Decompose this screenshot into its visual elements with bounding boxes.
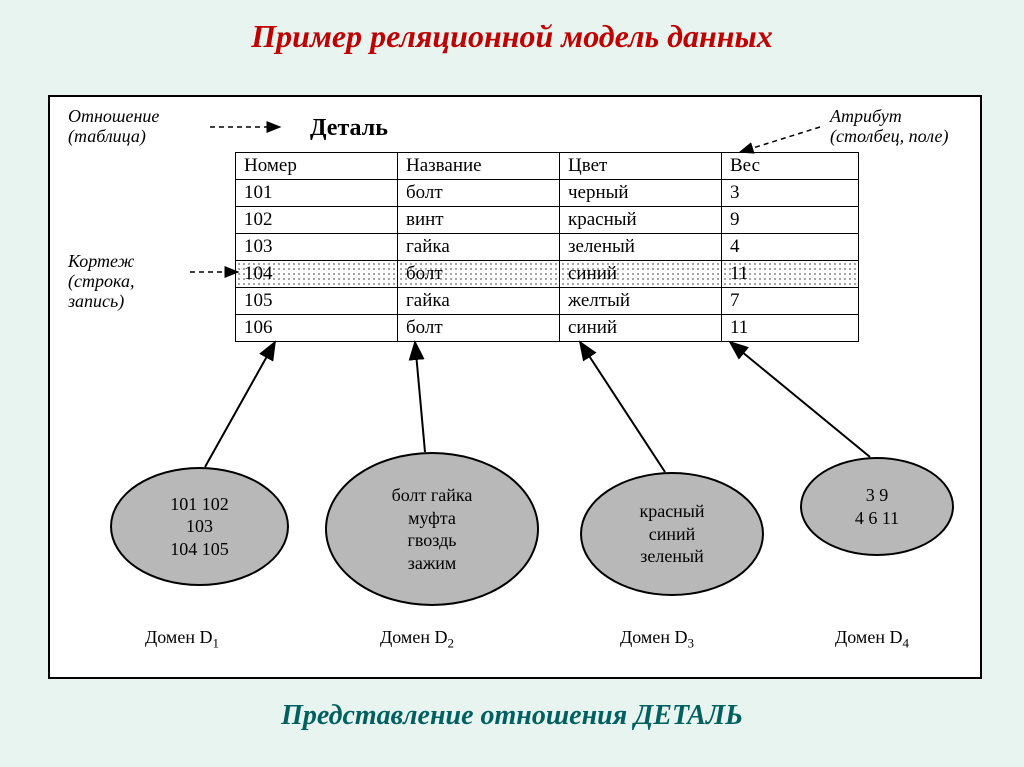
footer-caption: Представление отношения ДЕТАЛЬ (0, 700, 1024, 732)
annotation-tuple: Кортеж (строка, запись) (68, 252, 134, 311)
attribute-arrow (740, 127, 820, 152)
annotation-attribute: Атрибут (столбец, поле) (830, 107, 948, 147)
table-body: 101 болт черный 3 102 винт красный 9 103… (236, 180, 859, 342)
table-row: 105 гайка желтый 7 (236, 288, 859, 315)
table-row: 106 болт синий 11 (236, 315, 859, 342)
diagram-frame: Отношение (таблица) Атрибут (столбец, по… (48, 95, 982, 679)
domain-ellipse-2: болт гайка муфта гвоздь зажим (325, 452, 539, 606)
domain-arrow-2 (415, 342, 425, 452)
domain-label-4: Домен D4 (835, 627, 909, 652)
domain-arrow-1 (205, 342, 275, 467)
annotation-tuple-l2: (строка, (68, 271, 134, 291)
annotation-relation-l2: (таблица) (68, 126, 146, 146)
table-row: 102 винт красный 9 (236, 207, 859, 234)
col-header: Вес (722, 153, 859, 180)
col-header: Название (398, 153, 560, 180)
col-header: Цвет (560, 153, 722, 180)
domain-arrow-4 (730, 342, 870, 457)
table-row: 103 гайка зеленый 4 (236, 234, 859, 261)
table-header-row: Номер Название Цвет Вес (236, 153, 859, 180)
annotation-tuple-l3: запись) (68, 291, 124, 311)
domain-ellipse-3: красный синий зеленый (580, 472, 764, 596)
annotation-relation-l1: Отношение (68, 106, 159, 126)
slide-title: Пример реляционной модель данных (0, 0, 1024, 55)
annotation-tuple-l1: Кортеж (68, 251, 134, 271)
col-header: Номер (236, 153, 398, 180)
domain-label-3: Домен D3 (620, 627, 694, 652)
domain-label-2: Домен D2 (380, 627, 454, 652)
annotation-attribute-l1: Атрибут (830, 106, 902, 126)
domain-ellipse-1: 101 102 103 104 105 (110, 467, 289, 586)
domain-ellipse-4: 3 9 4 6 11 (800, 457, 954, 556)
relation-table: Номер Название Цвет Вес 101 болт черный … (235, 152, 859, 342)
table-row-highlighted: 104 болт синий 11 (236, 261, 859, 288)
table-title: Деталь (310, 115, 388, 142)
annotation-attribute-l2: (столбец, поле) (830, 126, 948, 146)
table-row: 101 болт черный 3 (236, 180, 859, 207)
domain-label-1: Домен D1 (145, 627, 219, 652)
domain-arrow-3 (580, 342, 665, 472)
annotation-relation: Отношение (таблица) (68, 107, 159, 147)
